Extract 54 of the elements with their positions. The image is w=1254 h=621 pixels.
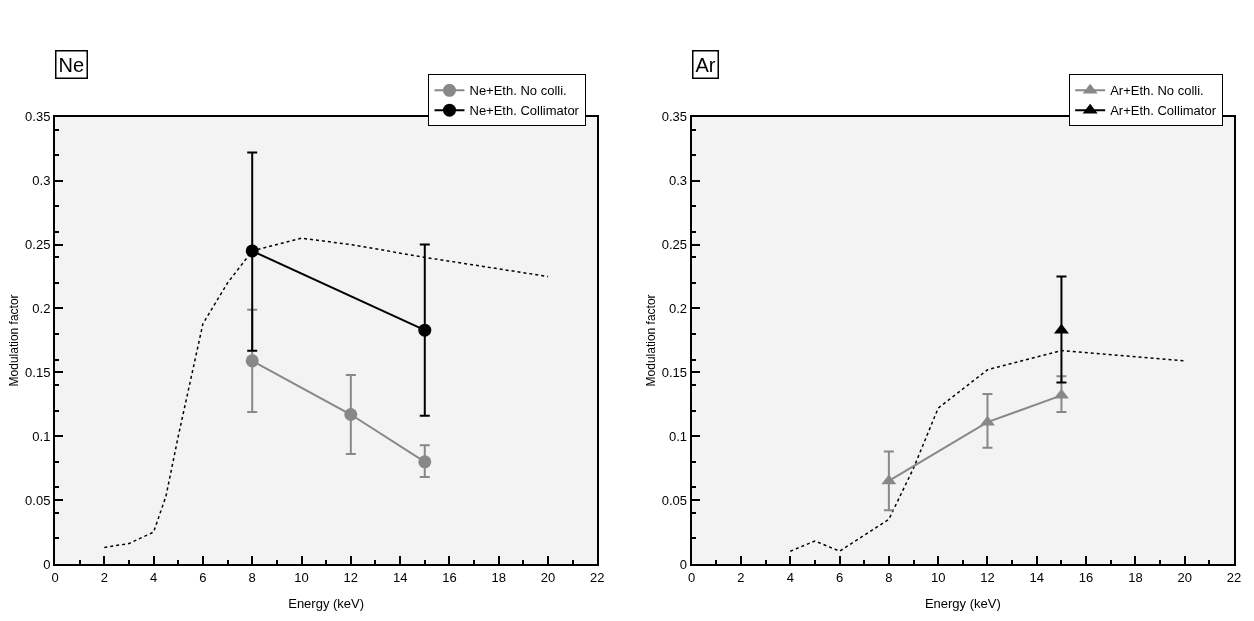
x-tick-label: 8 [885, 569, 893, 585]
x-tick-label: 22 [590, 569, 605, 585]
y-tick-label: 0.35 [661, 109, 688, 125]
y-tick-label: 0.3 [668, 173, 688, 189]
y-axis-title: Modulation factor [643, 294, 658, 387]
legend-label: Ne+Eth. No colli. [469, 83, 567, 99]
y-tick-label: 0.15 [661, 364, 688, 380]
x-tick-label: 14 [1029, 569, 1045, 585]
y-tick-label: 0.15 [25, 364, 51, 380]
point [418, 455, 432, 469]
point [245, 354, 259, 368]
x-tick-label: 18 [1128, 569, 1143, 585]
y-axis-title: Modulation factor [6, 294, 21, 387]
x-tick-label: 16 [1078, 569, 1094, 585]
y-tick-label: 0 [679, 556, 688, 572]
line-series [103, 237, 549, 549]
chart-title: Ne [58, 53, 85, 76]
x-tick-label: 10 [294, 569, 309, 585]
x-tick-label: 14 [392, 569, 408, 585]
x-tick-label: 2 [100, 569, 108, 585]
y-tick-label: 0 [43, 556, 51, 572]
point [344, 408, 358, 421]
point [418, 323, 432, 337]
x-tick-label: 22 [1226, 569, 1242, 585]
legend-label: Ar+Eth. Collimator [1110, 103, 1217, 119]
x-tick-label: 16 [442, 569, 457, 585]
x-tick-label: 20 [540, 569, 556, 585]
x-tick-label: 18 [491, 569, 506, 585]
y-tick-label: 0.05 [661, 492, 688, 508]
legend-label: Ne+Eth. Collimator [469, 103, 580, 119]
x-tick-label: 12 [980, 569, 995, 585]
x-tick-label: 4 [149, 569, 158, 585]
x-tick-label: 6 [199, 569, 207, 585]
y-tick-label: 0.2 [668, 301, 688, 317]
chart-title: Ar [695, 53, 716, 76]
x-tick-label: 6 [835, 569, 844, 585]
y-tick-label: 0.25 [661, 237, 688, 253]
y-tick-label: 0.35 [25, 109, 51, 125]
x-axis-title: Energy (keV) [924, 595, 1001, 611]
x-tick-label: 8 [248, 569, 256, 585]
x-tick-label: 10 [930, 569, 946, 585]
x-tick-label: 20 [1177, 569, 1192, 585]
point [245, 244, 259, 258]
legend-label: Ar+Eth. No colli. [1110, 83, 1204, 99]
y-tick-label: 0.3 [32, 173, 51, 189]
y-tick-label: 0.25 [25, 237, 51, 253]
x-tick-label: 4 [786, 569, 794, 585]
y-tick-label: 0.1 [668, 428, 688, 444]
x-tick-label: 12 [343, 569, 359, 585]
y-tick-label: 0.05 [25, 492, 51, 508]
y-tick-label: 0.2 [32, 301, 51, 317]
x-tick-label: 2 [737, 569, 745, 585]
x-axis-title: Energy (keV) [288, 595, 365, 611]
y-tick-label: 0.1 [32, 428, 51, 444]
